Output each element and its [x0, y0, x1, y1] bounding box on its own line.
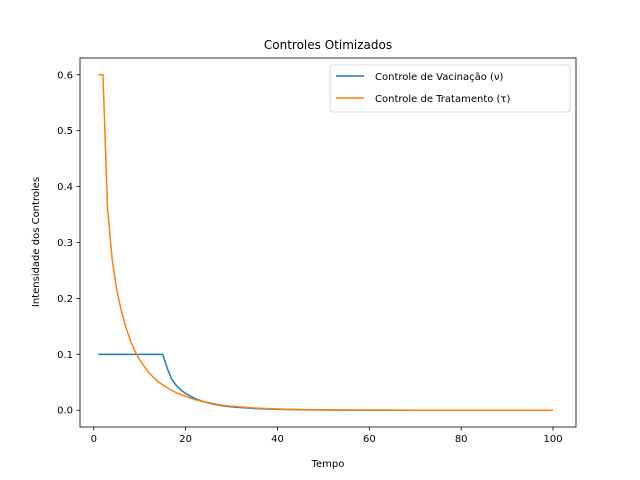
series-line-1	[98, 353, 554, 411]
plot-lines	[98, 74, 554, 411]
x-tick-label: 80	[455, 434, 468, 445]
y-axis-ticks: 0.0 0.1 0.2 0.3 0.4 0.5 0.6	[57, 70, 80, 417]
y-tick-label: 0.6	[57, 70, 73, 81]
y-tick-label: 0.5	[57, 126, 73, 137]
legend-entry: Controle de Vacinação (ν)	[375, 72, 504, 83]
y-tick-label: 0.1	[57, 350, 73, 361]
chart-title: Controles Otimizados	[264, 38, 392, 52]
plot-frame	[79, 57, 577, 428]
y-tick-label: 0.0	[57, 406, 73, 417]
y-tick-label: 0.2	[57, 294, 73, 305]
x-axis-ticks: 0 20 40 60 80 100	[91, 427, 563, 445]
y-tick-label: 0.3	[57, 238, 73, 249]
x-tick-label: 60	[363, 434, 376, 445]
x-tick-label: 20	[179, 434, 192, 445]
x-tick-label: 100	[543, 434, 562, 445]
y-axis-label: Intensidade dos Controles	[31, 177, 42, 307]
series-line-2	[98, 74, 554, 411]
x-tick-label: 0	[91, 434, 97, 445]
legend-box	[329, 64, 571, 113]
y-tick-label: 0.4	[57, 182, 73, 193]
x-axis-label: Tempo	[311, 459, 345, 470]
x-tick-label: 40	[271, 434, 284, 445]
legend-entry: Controle de Tratamento (τ)	[375, 94, 510, 105]
legend: Controle de Vacinação (ν) Controle de Tra…	[329, 64, 571, 113]
